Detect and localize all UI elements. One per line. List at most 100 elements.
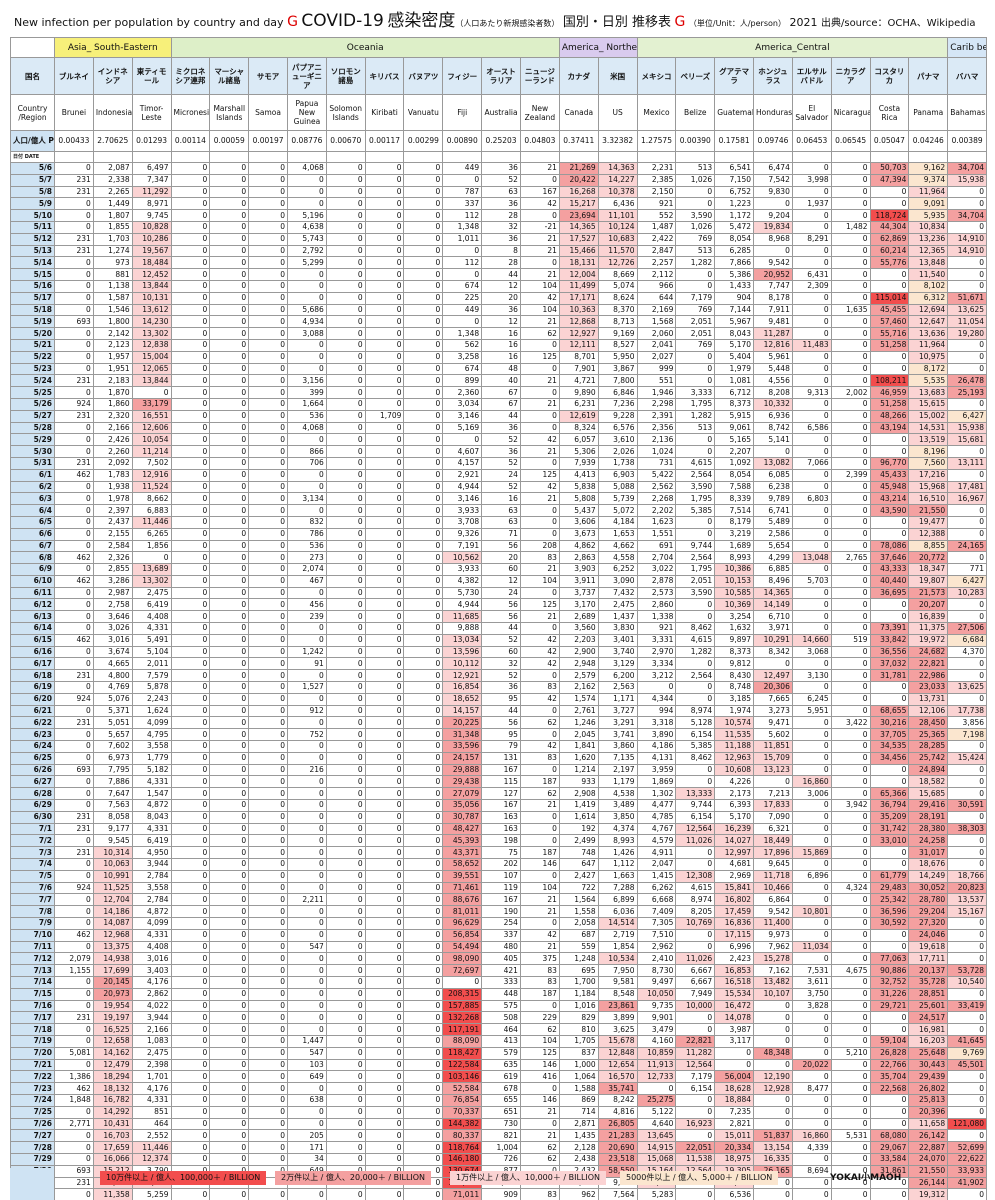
value-cell: 0 [403,787,444,801]
value-cell: 0 [947,279,988,293]
date-cell: 7/9 [10,917,55,930]
value-cell: 0 [170,397,211,411]
value-cell: 21,573 [908,586,949,600]
value-cell: 18,766 [947,869,988,883]
value-cell: 16,836 [714,917,755,930]
value-cell: 0 [519,338,560,352]
value-cell: 7,564 [597,1188,638,1200]
value-cell: 14,087 [92,917,133,930]
value-cell: 0 [248,1129,288,1143]
date-cell: 6/23 [10,728,55,742]
value-cell: 10,050 [636,987,677,1001]
value-cell: 0 [403,1188,444,1200]
value-cell: 8,662 [131,492,172,506]
value-cell: 18,975 [714,1152,755,1166]
value-cell: 513 [675,244,716,258]
value-cell: 881 [92,268,133,281]
value-cell: 8,291 [791,232,832,246]
value-cell: 0 [170,362,211,376]
table-row: 7/20 5,081 14,162 2,475 0 0 0 547 0 0 0 118,427 579 1… [10,1046,988,1060]
value-cell: 0 [947,1023,988,1036]
table-row: 5/28 0 2,166 12,606 0 0 0 4,068 0 0 0 5,169 36 0 8,324… [10,421,988,435]
table-row: 6/10 462 3,286 13,302 0 0 0 467 0 0 0 4,382 12 104 3,9… [10,574,988,588]
value-cell: 108,211 [869,374,910,388]
value-cell: 70,337 [442,1105,483,1119]
value-cell: 0 [325,1070,366,1084]
value-cell: 16,570 [597,1070,638,1084]
value-cell: 0 [947,846,988,860]
value-cell: 3,117 [714,1034,755,1048]
value-cell: 0 [209,669,250,683]
population-cell: 0.17581 [714,130,755,152]
value-cell: 112 [442,209,483,222]
value-cell: 11,282 [675,1046,716,1060]
value-cell: 0 [170,162,211,175]
value-cell: 0 [170,185,211,199]
value-cell: 0 [325,728,366,742]
value-cell: 0 [869,268,910,281]
legend-item: 5000件以上 / 億人、5,000＋ / BILLION [620,1171,779,1185]
value-cell: 2,564 [675,551,716,565]
value-cell: 3,750 [791,987,832,1001]
value-cell: 12,497 [753,669,793,683]
value-cell: 231 [54,374,94,388]
value-cell: 0 [791,1105,832,1119]
value-cell: 0 [830,1117,871,1131]
value-cell: 18,132 [92,1082,133,1095]
value-cell: 0 [442,315,483,329]
date-cell: 7/11 [10,940,55,954]
value-cell: 0 [403,480,444,494]
value-cell: 15,869 [791,846,832,860]
value-cell: 56 [481,598,521,612]
value-cell: 0 [248,220,288,234]
value-cell: 16,203 [908,1034,949,1048]
value-cell: 13,333 [675,787,716,801]
value-cell: 8,855 [908,539,949,553]
value-cell: 125 [519,468,560,482]
date-cell: 6/7 [10,539,55,553]
value-cell: 0 [364,1070,405,1084]
value-cell: 0 [403,256,444,270]
value-cell: 3,254 [714,610,755,624]
value-cell: 1,700 [558,975,599,989]
value-cell: 0 [675,374,716,388]
country-en-name: Belize [675,94,716,131]
value-cell: 0 [209,504,250,517]
value-cell: 11,685 [442,610,483,624]
value-cell: 0 [286,869,327,883]
value-cell: 1,447 [286,1034,327,1048]
value-cell: 36 [481,421,521,435]
value-cell: 15,004 [131,350,172,364]
value-cell: 0 [170,810,211,824]
value-cell: 0 [325,563,366,576]
value-cell: 0 [325,468,366,482]
value-cell: 3,674 [92,645,133,659]
value-cell: 0 [248,952,288,966]
value-cell: 24,517 [908,1011,949,1025]
table-row: 7/7 0 12,704 2,784 0 0 0 2,211 0 0 0 88,676 167 21 1,5… [10,893,988,907]
value-cell: 2,398 [131,1058,172,1072]
value-cell: 104 [519,881,560,895]
value-cell: 0 [364,633,405,647]
value-cell: 0 [54,1152,94,1166]
value-cell: 9,542 [753,256,793,270]
value-cell: 112 [442,256,483,270]
date-cell: 7/23 [10,1082,55,1095]
table-row: 6/17 0 4,665 2,011 0 0 0 91 0 0 0 10,112 32 42 2,948 3,… [10,657,988,671]
value-cell: 0 [403,527,444,541]
value-cell: 0 [364,185,405,199]
value-cell: 0 [209,964,250,977]
value-cell: 4,816 [597,1105,638,1119]
value-cell: 13,537 [947,893,988,907]
value-cell: 0 [403,185,444,199]
value-cell: 0 [54,657,94,671]
value-cell: 0 [791,728,832,742]
value-cell: 0 [519,256,560,270]
value-cell: 17,711 [908,952,949,966]
value-cell: 547 [286,1046,327,1060]
value-cell: 0 [286,1023,327,1036]
value-cell: 90,886 [869,964,910,977]
country-jp-name: メキシコ [636,57,677,95]
value-cell: 0 [54,162,94,175]
value-cell: 19,972 [908,633,949,647]
